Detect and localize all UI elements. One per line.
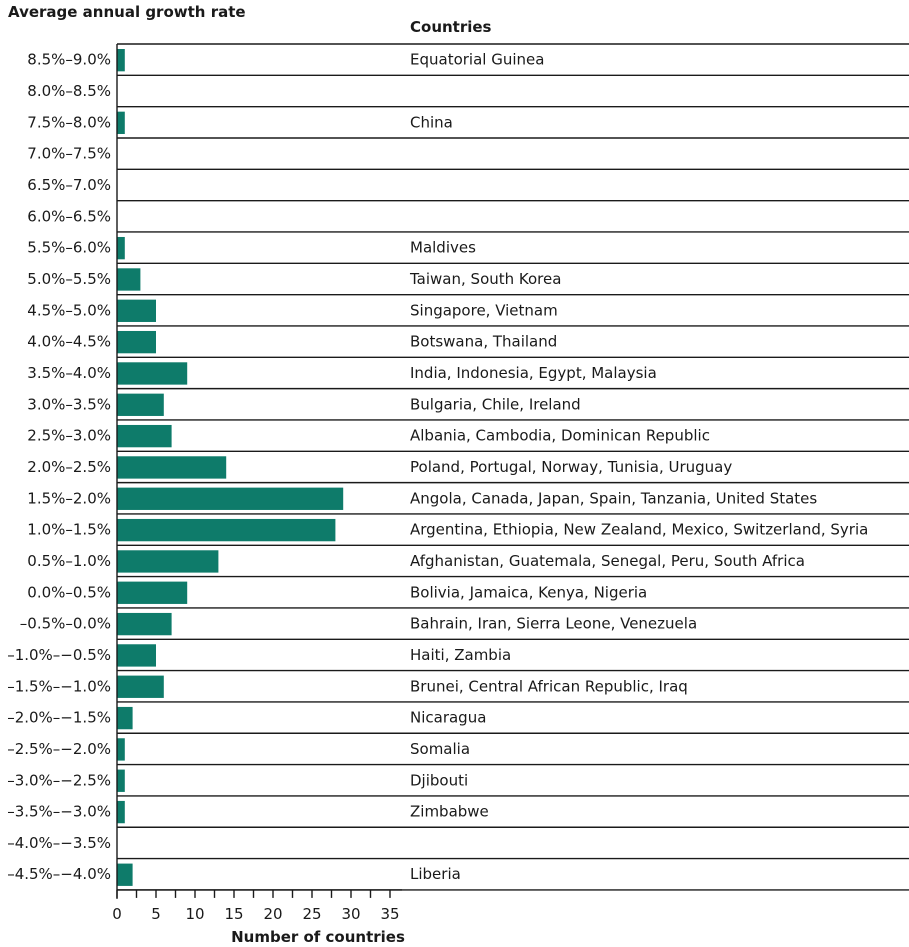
range-label: –3.0%–−2.5%: [7, 771, 111, 789]
range-label: 1.0%–1.5%: [27, 521, 111, 539]
bar: [117, 800, 125, 824]
x-tick-label: 15: [224, 905, 243, 923]
x-axis-title: Number of countries: [231, 928, 405, 946]
range-label: –0.5%–0.0%: [20, 615, 111, 633]
range-label: 8.5%–9.0%: [27, 51, 111, 69]
countries-label: Bulgaria, Chile, Ireland: [410, 395, 581, 413]
bar: [117, 581, 188, 604]
bar: [117, 738, 125, 761]
x-tick-label: 35: [380, 905, 399, 923]
bar: [117, 330, 156, 354]
range-label: 5.0%–5.5%: [27, 270, 111, 288]
range-label: 3.0%–3.5%: [27, 395, 111, 413]
bar: [117, 268, 141, 291]
countries-label: Zimbabwe: [410, 803, 489, 821]
bar: [117, 487, 344, 510]
range-label: –4.0%–−3.5%: [7, 834, 111, 852]
range-label: –2.0%–−1.5%: [7, 709, 111, 727]
countries-label: Nicaragua: [410, 709, 486, 727]
range-label: 3.5%–4.0%: [27, 364, 111, 382]
countries-label: Argentina, Ethiopia, New Zealand, Mexico…: [410, 521, 868, 539]
range-label: 6.0%–6.5%: [27, 207, 111, 225]
countries-label: Taiwan, South Korea: [409, 270, 561, 288]
countries-label: Bolivia, Jamaica, Kenya, Nigeria: [410, 583, 647, 601]
range-label: 5.5%–6.0%: [27, 239, 111, 257]
bar: [117, 863, 133, 886]
range-label: 2.0%–2.5%: [27, 458, 111, 476]
bar: [117, 456, 227, 479]
range-label: 7.5%–8.0%: [27, 113, 111, 131]
bar: [117, 769, 125, 792]
countries-label: India, Indonesia, Egypt, Malaysia: [410, 364, 657, 382]
countries-label: Botswana, Thailand: [410, 333, 557, 351]
countries-label: Singapore, Vietnam: [410, 301, 558, 319]
bar: [117, 612, 172, 636]
countries-label: Equatorial Guinea: [410, 51, 544, 69]
range-label: –4.5%–−4.0%: [7, 865, 111, 883]
chart-rows: 8.5%–9.0% Equatorial Guinea 8.0%–8.5% 7.5%–…: [7, 43, 909, 891]
range-label: –3.5%–−3.0%: [7, 803, 111, 821]
bar: [117, 393, 164, 416]
bar: [117, 111, 125, 134]
x-tick-label: 10: [185, 905, 204, 923]
x-tick-label: 30: [341, 905, 360, 923]
bar: [117, 644, 156, 667]
countries-label: Poland, Portugal, Norway, Tunisia, Urugu…: [410, 458, 732, 476]
countries-header: Countries: [410, 18, 492, 36]
bar: [117, 424, 172, 448]
range-label: –1.5%–−1.0%: [7, 677, 111, 695]
countries-label: Liberia: [410, 865, 461, 883]
range-label: –1.0%–−0.5%: [7, 646, 111, 664]
bar: [117, 550, 219, 573]
range-label: 4.5%–5.0%: [27, 301, 111, 319]
range-label: 0.5%–1.0%: [27, 552, 111, 570]
x-tick-label: 5: [151, 905, 161, 923]
bar: [117, 706, 133, 730]
range-label: 0.0%–0.5%: [27, 583, 111, 601]
x-tick-label: 25: [302, 905, 321, 923]
range-label: 2.5%–3.0%: [27, 427, 111, 445]
x-axis: 0 5 10 15 20 25 30 35: [112, 44, 402, 923]
countries-label: Maldives: [410, 239, 476, 257]
countries-label: Angola, Canada, Japan, Spain, Tanzania, …: [410, 489, 817, 507]
range-label: 4.0%–4.5%: [27, 333, 111, 351]
range-label: –2.5%–−2.0%: [7, 740, 111, 758]
countries-label: Afghanistan, Guatemala, Senegal, Peru, S…: [410, 552, 805, 570]
range-label: 6.5%–7.0%: [27, 176, 111, 194]
countries-label: Djibouti: [410, 771, 468, 789]
countries-label: Haiti, Zambia: [410, 646, 511, 664]
bar: [117, 675, 164, 698]
countries-label: China: [410, 113, 453, 131]
countries-label: Somalia: [410, 740, 470, 758]
y-axis-title: Average annual growth rate: [8, 3, 246, 21]
bar: [117, 236, 125, 260]
bar: [117, 49, 125, 72]
x-tick-label: 0: [112, 905, 122, 923]
range-label: 1.5%–2.0%: [27, 489, 111, 507]
bar: [117, 518, 336, 542]
countries-label: Bahrain, Iran, Sierra Leone, Venezuela: [410, 615, 697, 633]
x-tick-label: 20: [263, 905, 282, 923]
bar: [117, 362, 188, 385]
countries-label: Brunei, Central African Republic, Iraq: [410, 677, 688, 695]
countries-label: Albania, Cambodia, Dominican Republic: [410, 427, 710, 445]
bar: [117, 299, 156, 322]
range-label: 7.0%–7.5%: [27, 145, 111, 163]
range-label: 8.0%–8.5%: [27, 82, 111, 100]
